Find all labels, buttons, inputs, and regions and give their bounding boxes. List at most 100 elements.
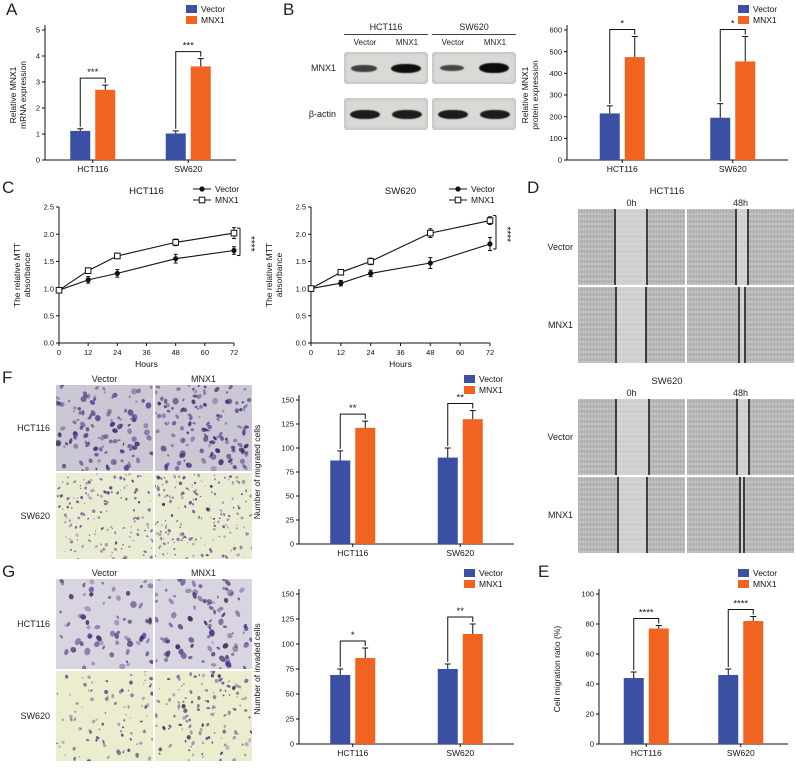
wound-image (578, 287, 685, 363)
svg-text:60: 60 (201, 348, 209, 357)
svg-text:5: 5 (36, 26, 40, 35)
svg-text:**: ** (457, 393, 465, 404)
svg-text:0.0: 0.0 (44, 339, 54, 348)
svg-text:300: 300 (549, 91, 562, 100)
lane-label: Vector (353, 38, 377, 47)
lane-label: MNX1 (395, 38, 419, 47)
wound-time-labels: 0h 48h (540, 388, 794, 398)
blot-cellline-hct116: HCT116 (344, 22, 428, 35)
time-label-48h: 48h (732, 198, 749, 208)
svg-text:0: 0 (290, 540, 294, 549)
svg-text:1.5: 1.5 (44, 257, 54, 266)
svg-text:3: 3 (36, 78, 40, 87)
panel-f-label: F (2, 368, 13, 387)
blot-strip (432, 98, 516, 130)
lane-label: Vector (441, 38, 465, 47)
wound-image (687, 209, 794, 285)
svg-text:80: 80 (586, 620, 594, 629)
svg-text:36: 36 (142, 348, 150, 357)
western-blot: HCT116 SW620 Vector MNX1 Vector MNX1 MNX… (300, 22, 516, 130)
transwell-invasion-image (56, 579, 153, 669)
svg-text:***: *** (87, 67, 98, 78)
svg-text:0.5: 0.5 (44, 312, 54, 321)
svg-text:2.0: 2.0 (296, 230, 306, 239)
svg-text:Hours: Hours (389, 359, 412, 369)
panel-c-label: C (2, 178, 15, 197)
panel-g-label: G (2, 562, 16, 581)
blot-strip (432, 52, 516, 84)
row-label-sw620: SW620 (20, 511, 50, 521)
svg-text:Cell migration ratio (%): Cell migration ratio (%) (552, 626, 562, 713)
row-label-sw620: SW620 (20, 711, 50, 721)
wound-image (578, 209, 685, 285)
svg-text:36: 36 (396, 348, 404, 357)
svg-text:60: 60 (456, 348, 464, 357)
transwell-migration-image (56, 473, 153, 559)
wound-time-labels: 0h 48h (540, 198, 794, 208)
blot-cellline-sw620: SW620 (432, 22, 516, 35)
svg-text:2.5: 2.5 (296, 203, 306, 212)
svg-text:Relative MNX1: Relative MNX1 (8, 66, 18, 123)
panel-c-hct116-line-chart: 0.0 0.5 1.0 1.5 2.0 2.5 0 12 24 36 48 60 72 The relat… (12, 184, 256, 369)
svg-text:****: **** (639, 608, 654, 619)
svg-text:*: * (731, 19, 735, 30)
svg-text:SW620: SW620 (446, 748, 474, 758)
blot-row-label: MNX1 (310, 63, 336, 73)
svg-text:72: 72 (486, 348, 494, 357)
wound-row-label: MNX1 (547, 320, 573, 330)
svg-text:absorbance: absorbance (274, 253, 284, 298)
svg-text:SW620: SW620 (174, 164, 202, 174)
svg-text:4: 4 (36, 52, 40, 61)
svg-text:HCT116: HCT116 (607, 164, 638, 174)
svg-text:75: 75 (286, 665, 294, 674)
svg-text:Hours: Hours (135, 359, 158, 369)
wound-image (687, 399, 794, 475)
svg-text:SW620: SW620 (385, 186, 416, 197)
svg-text:MNX1: MNX1 (479, 579, 503, 589)
svg-text:500: 500 (549, 47, 562, 56)
svg-text:2.0: 2.0 (44, 230, 54, 239)
wound-image (687, 477, 794, 553)
svg-text:50: 50 (286, 492, 294, 501)
svg-text:40: 40 (586, 680, 594, 689)
svg-text:125: 125 (281, 420, 294, 429)
svg-text:HCT116: HCT116 (337, 748, 368, 758)
svg-text:100: 100 (281, 444, 294, 453)
svg-text:Vector: Vector (479, 374, 503, 384)
svg-text:1.0: 1.0 (296, 284, 306, 293)
svg-text:0: 0 (36, 156, 40, 165)
svg-text:24: 24 (366, 348, 374, 357)
column-label-mnx1: MNX1 (190, 374, 216, 384)
svg-text:HCT116: HCT116 (337, 548, 368, 558)
time-label-48h: 48h (732, 388, 749, 398)
svg-text:20: 20 (586, 710, 594, 719)
svg-text:mRNA expression: mRNA expression (18, 61, 28, 129)
transwell-migration-image (56, 385, 153, 471)
svg-text:0: 0 (57, 348, 61, 357)
wound-image (687, 287, 794, 363)
time-label-0h: 0h (626, 388, 637, 398)
svg-text:1.0: 1.0 (44, 284, 54, 293)
wound-healing-sw620: SW620 0h 48h Vector MNX1 (540, 376, 794, 553)
svg-text:25: 25 (286, 715, 294, 724)
svg-text:**: ** (349, 403, 357, 414)
wound-image (578, 477, 685, 553)
blot-row-actin: β-actin (300, 98, 516, 130)
svg-text:MNX1: MNX1 (753, 579, 777, 589)
svg-text:absorbance: absorbance (22, 253, 32, 298)
svg-text:150: 150 (281, 590, 294, 599)
svg-text:72: 72 (230, 348, 238, 357)
svg-text:MNX1: MNX1 (201, 15, 225, 25)
svg-text:HCT116: HCT116 (77, 164, 108, 174)
svg-text:The relative MTT: The relative MTT (264, 243, 274, 307)
svg-text:Number of invaded cells: Number of invaded cells (252, 623, 262, 714)
svg-text:0.0: 0.0 (296, 339, 306, 348)
svg-text:150: 150 (281, 396, 294, 405)
blot-row-mnx1: MNX1 (300, 52, 516, 84)
svg-text:HCT116: HCT116 (129, 186, 164, 197)
panel-a-bar-chart: 0 1 2 3 4 5 Relative MNX1 mRNA expression HCT116… (8, 4, 236, 174)
wound-row-label: Vector (547, 432, 573, 442)
svg-text:1.5: 1.5 (296, 257, 306, 266)
blot-header: HCT116 SW620 (300, 22, 516, 35)
svg-text:12: 12 (84, 348, 92, 357)
